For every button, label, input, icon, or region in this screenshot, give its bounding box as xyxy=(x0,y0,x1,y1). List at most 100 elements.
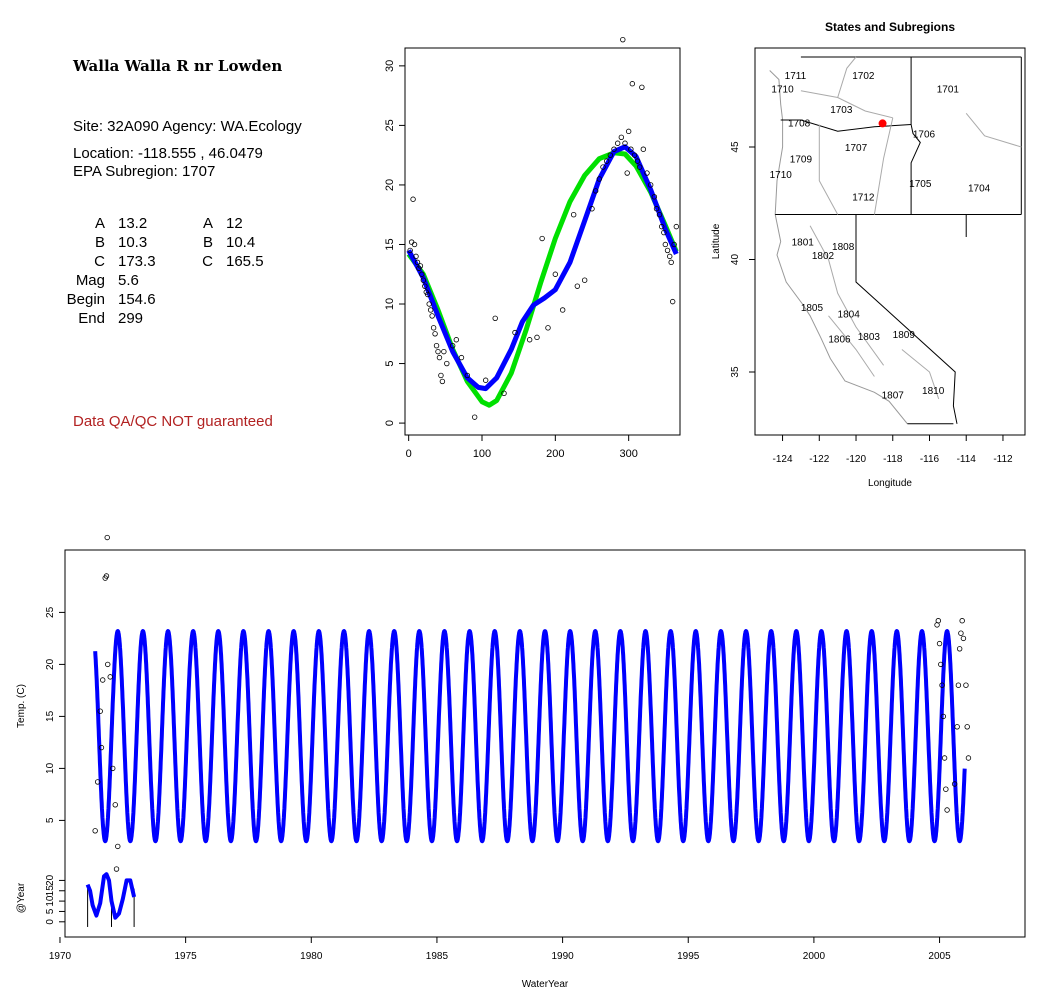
data-point xyxy=(534,334,540,341)
location-line: Location: -118.555 , 46.0479 xyxy=(73,145,263,162)
x-axis-title: Longitude xyxy=(868,478,912,489)
y-tick-label: 5 xyxy=(45,817,56,823)
x-tick-label: 2000 xyxy=(803,951,826,962)
timeseries-chart: 1970 1975 1980 1985 1990 1995 2000 200551015202… xyxy=(16,534,1026,990)
data-point xyxy=(425,291,431,298)
fit-series xyxy=(93,629,967,844)
data-point xyxy=(611,146,617,152)
data-point xyxy=(963,682,969,688)
param-label: Mag xyxy=(75,272,105,289)
y-tick-label: 35 xyxy=(730,366,741,378)
data-point xyxy=(492,315,498,322)
year-series xyxy=(85,872,137,920)
region-label: 1710 xyxy=(770,170,793,181)
data-point xyxy=(539,235,545,242)
data-point xyxy=(430,325,437,331)
region-label: 1805 xyxy=(801,303,824,314)
data-point xyxy=(104,534,110,541)
param-label: A xyxy=(202,215,213,232)
data-point xyxy=(940,713,947,720)
data-point xyxy=(629,81,636,87)
data-point xyxy=(938,661,944,668)
data-point xyxy=(622,140,628,146)
plot-frame xyxy=(64,549,1026,938)
data-point xyxy=(644,170,650,176)
data-point xyxy=(662,241,669,248)
map-title: States and Subregions xyxy=(825,20,955,34)
x-tick-label: 1995 xyxy=(677,951,700,962)
y-axis-title: Latitude xyxy=(711,223,722,259)
region-label: 1806 xyxy=(828,334,851,345)
subregion-border xyxy=(809,225,885,366)
data-point xyxy=(570,212,577,218)
y-tick-label: 10 xyxy=(45,895,56,907)
region-map: 1711 1702 1710 1701 1703 1708 1706 1707 1709 1710… xyxy=(711,20,1026,489)
data-point xyxy=(512,329,518,336)
data-point xyxy=(951,781,958,787)
data-point xyxy=(441,348,447,355)
region-label: 1802 xyxy=(812,251,835,262)
subregion-border xyxy=(828,315,875,377)
y-tick-label: 10 xyxy=(384,298,396,310)
param-value: 173.3 xyxy=(118,253,156,270)
y-axis-title: Temp. (C) xyxy=(16,684,27,728)
subregion-line: EPA Subregion: 1707 xyxy=(73,163,216,180)
data-point xyxy=(407,247,413,254)
data-point xyxy=(115,843,121,850)
y-tick-label: 0 xyxy=(384,420,396,426)
data-point xyxy=(471,414,478,420)
data-point xyxy=(634,158,641,164)
region-label: 1701 xyxy=(937,85,960,96)
region-label: 1702 xyxy=(852,71,875,82)
data-point xyxy=(482,377,489,383)
data-point xyxy=(620,36,626,43)
data-point xyxy=(944,807,950,813)
data-point xyxy=(618,134,625,141)
x-axis-title: WaterYear xyxy=(522,979,569,990)
data-point xyxy=(438,372,444,379)
data-point xyxy=(589,206,595,212)
x-tick-label: -116 xyxy=(920,454,940,465)
x-tick-label: 1975 xyxy=(175,951,198,962)
region-label: 1810 xyxy=(922,386,945,397)
data-point xyxy=(545,325,551,331)
data-point xyxy=(98,744,105,751)
data-point xyxy=(668,259,674,266)
subregion-border xyxy=(901,349,940,400)
subregion-border xyxy=(965,112,1022,148)
data-point xyxy=(625,128,632,135)
data-point xyxy=(671,241,677,248)
fit-curve-0 xyxy=(406,150,679,408)
data-point xyxy=(429,313,435,319)
data-point xyxy=(435,348,441,355)
x-tick-label: -120 xyxy=(846,454,866,465)
data-point xyxy=(105,661,111,668)
subregion-border xyxy=(837,56,857,98)
data-point xyxy=(943,786,949,792)
data-point xyxy=(581,277,588,283)
region-label: 1703 xyxy=(830,105,853,116)
data-point xyxy=(596,176,603,182)
y-tick-label: 10 xyxy=(45,762,56,774)
param-label: C xyxy=(202,253,213,270)
site-title: Walla Walla R nr Lowden xyxy=(73,57,283,75)
x-tick-label: 1985 xyxy=(426,951,449,962)
data-point xyxy=(935,618,941,624)
param-label: B xyxy=(94,234,105,251)
region-label: 1710 xyxy=(771,85,794,96)
y-tick-label: 20 xyxy=(45,658,56,670)
map-frame xyxy=(754,47,1026,436)
site-agency-line: Site: 32A090 Agency: WA.Ecology xyxy=(73,118,302,135)
data-point xyxy=(110,765,116,772)
data-point xyxy=(113,866,120,872)
state-border xyxy=(910,57,921,215)
data-point xyxy=(603,158,610,164)
y-tick-label: 40 xyxy=(730,254,741,266)
data-point xyxy=(414,259,421,266)
data-point xyxy=(433,342,440,349)
x-tick-label: 200 xyxy=(546,448,564,460)
region-label: 1809 xyxy=(893,330,916,341)
region-label: 1709 xyxy=(790,154,813,165)
